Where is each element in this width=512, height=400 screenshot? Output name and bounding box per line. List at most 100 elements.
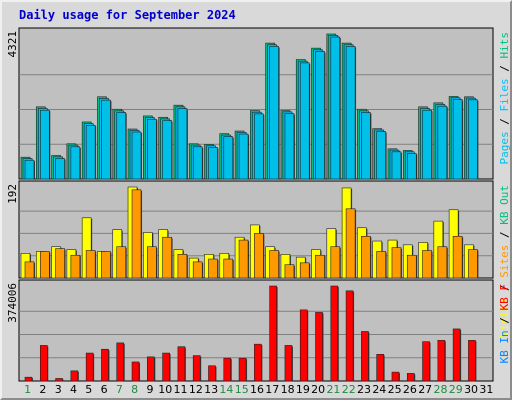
x-label-6: 6 — [101, 383, 108, 396]
bar-sites-5 — [85, 250, 96, 279]
bar-pages-8 — [131, 131, 142, 180]
x-label-4: 4 — [70, 383, 77, 396]
bar-sites-1 — [24, 261, 35, 279]
bar-sites-30 — [468, 249, 478, 279]
x-label-7: 7 — [116, 383, 123, 396]
bar-sites-19 — [299, 262, 310, 279]
bar-sites-20 — [315, 254, 325, 279]
bar-kb-26 — [406, 373, 415, 382]
bar-sites-16 — [254, 233, 264, 279]
legend-label-pages-files-hits-3: / — [498, 59, 511, 79]
legend-label-pages-files-hits-2: Files — [498, 78, 511, 111]
bar-kb-19 — [299, 309, 308, 382]
bar-sites-29 — [452, 235, 463, 279]
x-label-29: 29 — [449, 383, 463, 396]
x-label-8: 8 — [131, 383, 138, 396]
legend-label-visits-sites-4: KB Out — [498, 185, 511, 225]
bar-kb-30 — [468, 340, 476, 382]
x-label-1: 1 — [24, 383, 31, 396]
bar-pages-2 — [39, 109, 50, 180]
bar-sites-17 — [269, 250, 279, 279]
x-label-15: 15 — [235, 383, 249, 396]
bar-pages-6 — [101, 99, 111, 180]
legend-label-visits-sites-3: / — [498, 225, 511, 245]
bar-kb-28 — [437, 340, 446, 382]
bar-sites-11 — [177, 254, 188, 279]
x-label-3: 3 — [55, 383, 62, 396]
bar-pages-22 — [345, 46, 356, 180]
bar-pages-13 — [208, 147, 218, 180]
legend-label-pages-files-hits-1: / — [498, 112, 511, 132]
bar-kb-24 — [376, 354, 384, 382]
bar-pages-11 — [177, 108, 188, 180]
x-label-25: 25 — [388, 383, 402, 396]
bar-pages-23 — [361, 112, 371, 180]
x-label-2: 2 — [39, 383, 46, 396]
bar-pages-20 — [315, 51, 325, 180]
bar-sites-26 — [406, 254, 417, 279]
bar-kb-8 — [131, 361, 140, 382]
x-label-21: 21 — [326, 383, 340, 396]
bar-pages-16 — [254, 113, 264, 180]
bar-pages-9 — [147, 118, 157, 180]
x-label-11: 11 — [174, 383, 188, 396]
bar-sites-9 — [147, 246, 157, 279]
bar-pages-1 — [24, 159, 35, 180]
bar-sites-3 — [55, 248, 65, 279]
y-max-label-visits-sites: 192 — [6, 184, 19, 204]
bar-sites-10 — [162, 236, 172, 279]
bar-kb-16 — [254, 343, 262, 382]
bar-pages-19 — [299, 62, 310, 180]
x-label-22: 22 — [342, 383, 356, 396]
legend-label-kb-2: KB F — [498, 284, 511, 311]
bar-kb-10 — [162, 352, 170, 382]
bar-sites-24 — [376, 251, 386, 279]
bar-pages-21 — [330, 36, 341, 180]
bar-pages-27 — [422, 109, 432, 180]
x-label-12: 12 — [189, 383, 203, 396]
bar-kb-23 — [361, 331, 369, 382]
bar-kb-25 — [391, 371, 400, 382]
bar-sites-8 — [131, 189, 142, 279]
x-label-23: 23 — [357, 383, 371, 396]
x-label-14: 14 — [219, 383, 233, 396]
bar-sites-15 — [238, 239, 249, 279]
y-max-label-kb: 374006 — [6, 283, 19, 323]
x-label-18: 18 — [281, 383, 295, 396]
bar-kb-13 — [208, 365, 216, 382]
bar-sites-25 — [391, 247, 402, 279]
side-legend-pages-files-hits: Pages / Files / Hits — [498, 32, 511, 165]
x-label-5: 5 — [85, 383, 92, 396]
bar-sites-23 — [361, 235, 371, 279]
bar-pages-26 — [406, 153, 417, 180]
bar-sites-4 — [70, 254, 81, 279]
bar-kb-27 — [422, 341, 430, 382]
bar-pages-15 — [238, 133, 249, 180]
side-legend-visits-sites: Visits / Sites / KB Out — [498, 185, 511, 337]
legend-label-kb-0: KB In — [498, 330, 511, 363]
bar-kb-9 — [147, 356, 155, 382]
bar-kb-14 — [223, 357, 232, 382]
x-label-31: 31 — [479, 383, 493, 396]
legend-label-visits-sites-0: Visits — [498, 298, 511, 338]
bar-pages-17 — [269, 46, 279, 180]
bar-kb-2 — [39, 345, 48, 382]
x-label-13: 13 — [204, 383, 218, 396]
bar-sites-6 — [101, 251, 111, 279]
bar-pages-28 — [437, 105, 448, 180]
bar-kb-18 — [284, 345, 293, 382]
bar-kb-7 — [116, 342, 125, 382]
x-label-19: 19 — [296, 383, 310, 396]
bar-sites-14 — [223, 258, 234, 279]
x-label-30: 30 — [464, 383, 478, 396]
bar-kb-21 — [330, 285, 339, 382]
bar-pages-24 — [376, 131, 386, 180]
bar-kb-1 — [24, 376, 33, 382]
x-label-17: 17 — [265, 383, 279, 396]
legend-label-pages-files-hits-4: Hits — [498, 32, 511, 59]
bar-sites-28 — [437, 246, 448, 279]
bar-pages-4 — [70, 146, 81, 180]
bar-pages-25 — [391, 151, 402, 180]
legend-label-kb-1: / — [498, 311, 511, 331]
legend-label-visits-sites-2: Sites — [498, 245, 511, 278]
